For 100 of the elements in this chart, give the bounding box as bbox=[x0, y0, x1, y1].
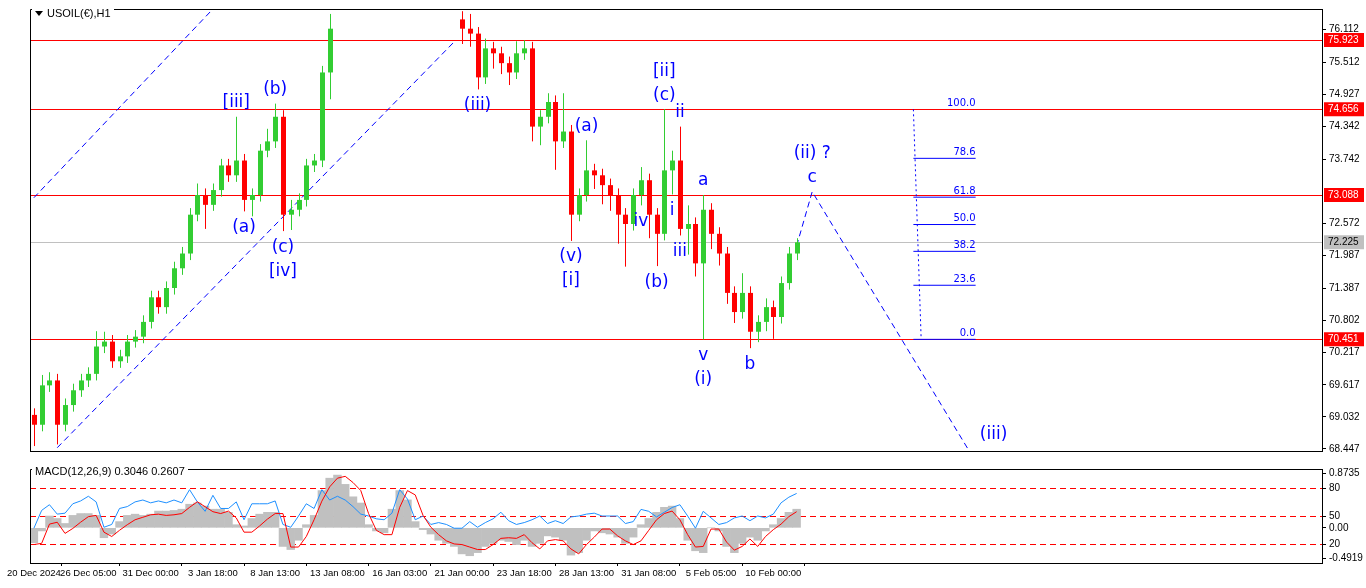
candlestick bbox=[180, 246, 185, 276]
ref-line-label: 73.088 bbox=[1328, 188, 1360, 200]
candlestick bbox=[250, 187, 255, 217]
y-tick-label: 0.8735 bbox=[1329, 467, 1361, 479]
annotation: 38.2 bbox=[953, 238, 976, 250]
x-tick-label: 10 Feb 00:00 bbox=[745, 567, 802, 579]
x-tick-label: 13 Jan 08:00 bbox=[309, 567, 365, 579]
x-tick-label: 5 Feb 05:00 bbox=[685, 567, 737, 579]
candlestick bbox=[639, 166, 644, 206]
y-tick-label: 74.342 bbox=[1329, 120, 1361, 132]
candlestick bbox=[514, 40, 519, 80]
y-tick-label: 75.512 bbox=[1329, 56, 1361, 68]
candlestick bbox=[102, 331, 107, 354]
annotation: (b) bbox=[263, 78, 288, 99]
candlestick bbox=[522, 39, 527, 61]
y-tick-label: 71.987 bbox=[1329, 249, 1361, 261]
annotation: [i] bbox=[561, 269, 580, 290]
candlestick bbox=[172, 261, 177, 296]
annotation: 0.0 bbox=[959, 326, 976, 338]
ref-line-label: 72.225 bbox=[1328, 236, 1360, 248]
candlestick bbox=[546, 92, 551, 124]
chart-title: USOIL(€),H1 bbox=[47, 7, 111, 19]
annotation: [ii] bbox=[652, 59, 676, 80]
candlestick bbox=[561, 92, 566, 149]
candlestick bbox=[79, 373, 84, 398]
candlestick bbox=[592, 163, 597, 190]
annotation: (c) bbox=[271, 235, 295, 256]
y2-tick-label: 20 bbox=[1329, 538, 1341, 550]
candlestick bbox=[86, 366, 91, 388]
candlestick bbox=[507, 56, 512, 86]
x-tick-label: 3 Jan 18:00 bbox=[188, 567, 238, 579]
candlestick bbox=[499, 46, 504, 75]
candlestick bbox=[47, 371, 52, 393]
x-tick-label: 23 Jan 18:00 bbox=[496, 567, 552, 579]
y-tick-label: 73.742 bbox=[1329, 153, 1361, 165]
annotation: iv bbox=[633, 209, 649, 230]
x-tick-label: 31 Jan 08:00 bbox=[621, 567, 677, 579]
x-tick-label: 21 Jan 00:00 bbox=[434, 567, 490, 579]
annotation: b bbox=[744, 352, 756, 373]
candlestick bbox=[297, 192, 302, 217]
annotation: iii bbox=[672, 239, 687, 260]
candlestick bbox=[740, 272, 745, 320]
y-tick-label: 70.217 bbox=[1329, 345, 1361, 357]
candlestick bbox=[670, 150, 675, 195]
candlestick bbox=[226, 158, 231, 183]
candlestick bbox=[118, 349, 123, 369]
y-tick-label: 69.032 bbox=[1329, 410, 1361, 422]
candlestick bbox=[764, 297, 769, 332]
chart-title: MACD(12,26,9) 0.3046 0.2607 bbox=[35, 465, 185, 477]
y-tick-label: 70.802 bbox=[1329, 313, 1361, 325]
y-tick-label: 68.447 bbox=[1329, 442, 1361, 454]
candlestick bbox=[164, 280, 169, 315]
ref-line-label: 74.656 bbox=[1328, 103, 1360, 115]
annotation: v bbox=[698, 343, 709, 364]
annotation: (i) bbox=[694, 367, 713, 388]
y-tick-label: 69.617 bbox=[1329, 378, 1361, 390]
x-tick-label: 16 Jan 03:00 bbox=[372, 567, 428, 579]
y-tick-label: 74.927 bbox=[1329, 88, 1361, 100]
candlestick bbox=[538, 109, 543, 146]
annotation: (ii) ? bbox=[793, 142, 831, 163]
y-tick-label: 71.387 bbox=[1329, 281, 1361, 293]
annotation: (iii) bbox=[463, 93, 492, 114]
annotation: a bbox=[698, 169, 709, 190]
x-tick-label: 28 Jan 13:00 bbox=[559, 567, 614, 579]
annotation: [iii] bbox=[222, 91, 250, 112]
candlestick bbox=[686, 204, 691, 256]
candlestick bbox=[265, 128, 270, 158]
candlestick bbox=[234, 116, 239, 183]
x-tick-label: 8 Jan 13:00 bbox=[250, 567, 300, 579]
y2-tick-label: 50 bbox=[1329, 510, 1341, 522]
annotation: i bbox=[669, 198, 675, 219]
annotation: (iii) bbox=[979, 423, 1008, 444]
candlestick bbox=[732, 285, 737, 324]
annotation: (b) bbox=[644, 270, 669, 291]
y2-tick-label: 80 bbox=[1329, 482, 1341, 494]
y-tick-label: -0.4919 bbox=[1329, 552, 1364, 564]
candlestick bbox=[717, 226, 722, 267]
annotation: (v) bbox=[559, 245, 583, 266]
annotation: 100.0 bbox=[947, 96, 976, 108]
candlestick bbox=[141, 314, 146, 344]
candlestick bbox=[795, 237, 800, 261]
x-tick-label: 26 Dec 05:00 bbox=[60, 567, 117, 579]
candlestick bbox=[623, 207, 628, 268]
annotation: 23.6 bbox=[953, 272, 976, 284]
candlestick bbox=[211, 183, 216, 212]
x-tick-label: 20 Dec 2024 bbox=[6, 567, 61, 579]
y-tick-label: 76.112 bbox=[1329, 23, 1360, 35]
annotation: 50.0 bbox=[953, 212, 976, 224]
candlestick bbox=[195, 183, 200, 222]
ref-line-label: 70.451 bbox=[1328, 333, 1360, 345]
x-tick-label: 31 Dec 00:00 bbox=[122, 567, 179, 579]
candlestick bbox=[71, 383, 76, 413]
candlestick bbox=[32, 407, 37, 447]
annotation: 61.8 bbox=[953, 184, 976, 196]
annotation: 78.6 bbox=[953, 145, 976, 157]
candlestick bbox=[756, 314, 761, 343]
candlestick bbox=[63, 397, 68, 432]
y-tick-label: 0.00 bbox=[1329, 521, 1349, 533]
annotation: c bbox=[807, 166, 817, 187]
annotation: (a) bbox=[574, 114, 599, 135]
